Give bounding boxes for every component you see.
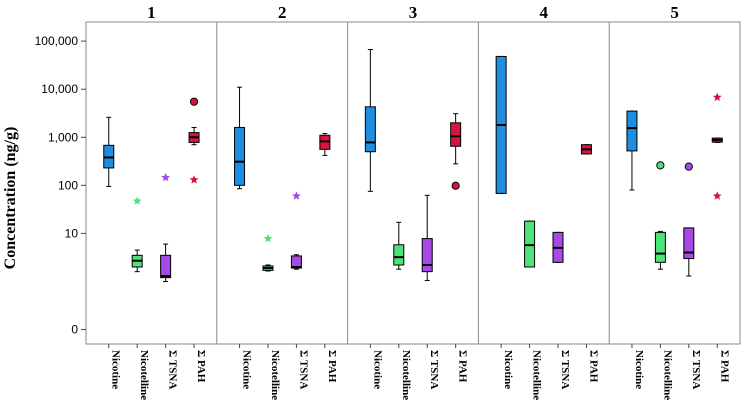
- box-2-Nicotine: [234, 86, 246, 190]
- box-iqr: [683, 227, 695, 260]
- panel-title: 1: [147, 3, 156, 22]
- box-1-Σ PAH: [188, 97, 200, 184]
- box-5-Σ TSNA: [683, 162, 695, 277]
- outlier-star: [712, 92, 722, 101]
- x-tick-label: Σ TSNA: [428, 350, 440, 389]
- x-tick-label: Σ PAH: [587, 350, 599, 383]
- x-tick-label: Nicotine: [371, 350, 383, 389]
- box-1-Σ TSNA: [160, 172, 172, 282]
- panel-title: 2: [278, 3, 287, 22]
- box-iqr: [626, 110, 638, 152]
- box-iqr: [524, 220, 536, 268]
- outlier-star: [189, 175, 199, 184]
- box-3-Nicotelline: [393, 221, 405, 270]
- x-tick-label: Nicotelline: [138, 350, 150, 400]
- box-3-Σ PAH: [450, 113, 462, 190]
- x-tick-label: Σ TSNA: [690, 350, 702, 389]
- outlier-star: [712, 191, 722, 200]
- outlier-star: [292, 191, 301, 200]
- panel-title: 5: [670, 3, 679, 22]
- y-tick-label: 0: [71, 323, 78, 337]
- panel-3: 3 Nicotine Nicotelline Σ TSNA Σ PAH: [364, 3, 469, 400]
- outlier-circle: [189, 97, 199, 106]
- y-axis-label: Concentration (ng/g): [2, 127, 19, 270]
- y-tick-label: 10,000: [41, 82, 78, 96]
- outlier-star: [161, 172, 170, 182]
- x-tick-label: Nicotelline: [400, 350, 412, 400]
- box-iqr: [290, 255, 302, 269]
- outlier-star: [132, 196, 142, 205]
- x-tick-label: Nicotelline: [531, 350, 543, 400]
- box-1-Nicotine: [103, 116, 115, 187]
- box-4-Nicotine: [495, 55, 507, 194]
- y-tick-label: 10: [65, 226, 79, 240]
- box-3-Σ TSNA: [421, 194, 433, 281]
- x-tick-label: Nicotine: [502, 350, 514, 389]
- box-iqr: [393, 244, 405, 266]
- box-iqr: [234, 126, 246, 186]
- box-iqr: [160, 254, 172, 279]
- x-tick-label: Σ TSNA: [297, 350, 309, 389]
- box-iqr: [450, 122, 462, 147]
- box-5-Σ PAH: [711, 92, 723, 200]
- box-5-Nicotine: [626, 110, 638, 191]
- plot-frame: [85, 21, 741, 345]
- x-tick-label: Nicotine: [110, 350, 122, 389]
- x-tick-label: Nicotelline: [661, 350, 673, 400]
- box-4-Σ TSNA: [552, 231, 564, 263]
- box-2-Nicotelline: [262, 233, 274, 272]
- box-iqr: [654, 231, 666, 263]
- box-4-Σ PAH: [580, 144, 592, 155]
- outlier-circle: [451, 181, 460, 190]
- box-1-Nicotelline: [131, 196, 143, 273]
- panel-title: 3: [409, 3, 418, 22]
- x-tick-label: Σ PAH: [457, 350, 469, 383]
- y-tick-label: 1,000: [48, 130, 78, 144]
- x-tick-label: Σ TSNA: [559, 350, 571, 389]
- panel-title: 4: [540, 3, 549, 22]
- outlier-circle: [684, 162, 693, 171]
- outlier-star: [263, 233, 273, 243]
- box-iqr: [364, 106, 376, 153]
- panel-2: 2 Nicotine Nicotelline Σ TSNA Σ PAH: [234, 3, 338, 400]
- x-tick-label: Nicotine: [633, 350, 645, 389]
- x-tick-label: Σ PAH: [195, 350, 207, 383]
- x-tick-label: Σ PAH: [718, 350, 730, 383]
- x-tick-label: Σ TSNA: [167, 350, 179, 389]
- x-tick-label: Nicotelline: [269, 350, 281, 400]
- box-2-Σ PAH: [319, 132, 331, 156]
- box-3-Nicotine: [364, 48, 376, 192]
- outlier-circle: [656, 161, 665, 170]
- panel-5: 5 Nicotine Nicotelline Σ TSNA Σ PAH: [626, 3, 730, 400]
- box-iqr: [421, 238, 433, 273]
- box-4-Nicotelline: [524, 220, 536, 268]
- panel-4: 4 Nicotine Nicotelline Σ TSNA Σ PAH: [495, 3, 599, 400]
- x-tick-label: Σ PAH: [326, 350, 338, 383]
- box-2-Σ TSNA: [290, 191, 302, 270]
- axes-group: 0 10 100 1,000 10,000 100,000: [35, 21, 741, 345]
- y-tick-label: 100: [58, 178, 78, 192]
- box-5-Nicotelline: [654, 161, 666, 270]
- x-tick-label: Nicotine: [241, 350, 253, 389]
- panel-1: 1 Nicotine Nicotelline Σ TSNA Σ PAH: [103, 3, 207, 400]
- panels-group: 1 Nicotine Nicotelline Σ TSNA Σ PAH 2 Nicotine…: [103, 3, 730, 400]
- y-tick-label: 100,000: [35, 34, 79, 48]
